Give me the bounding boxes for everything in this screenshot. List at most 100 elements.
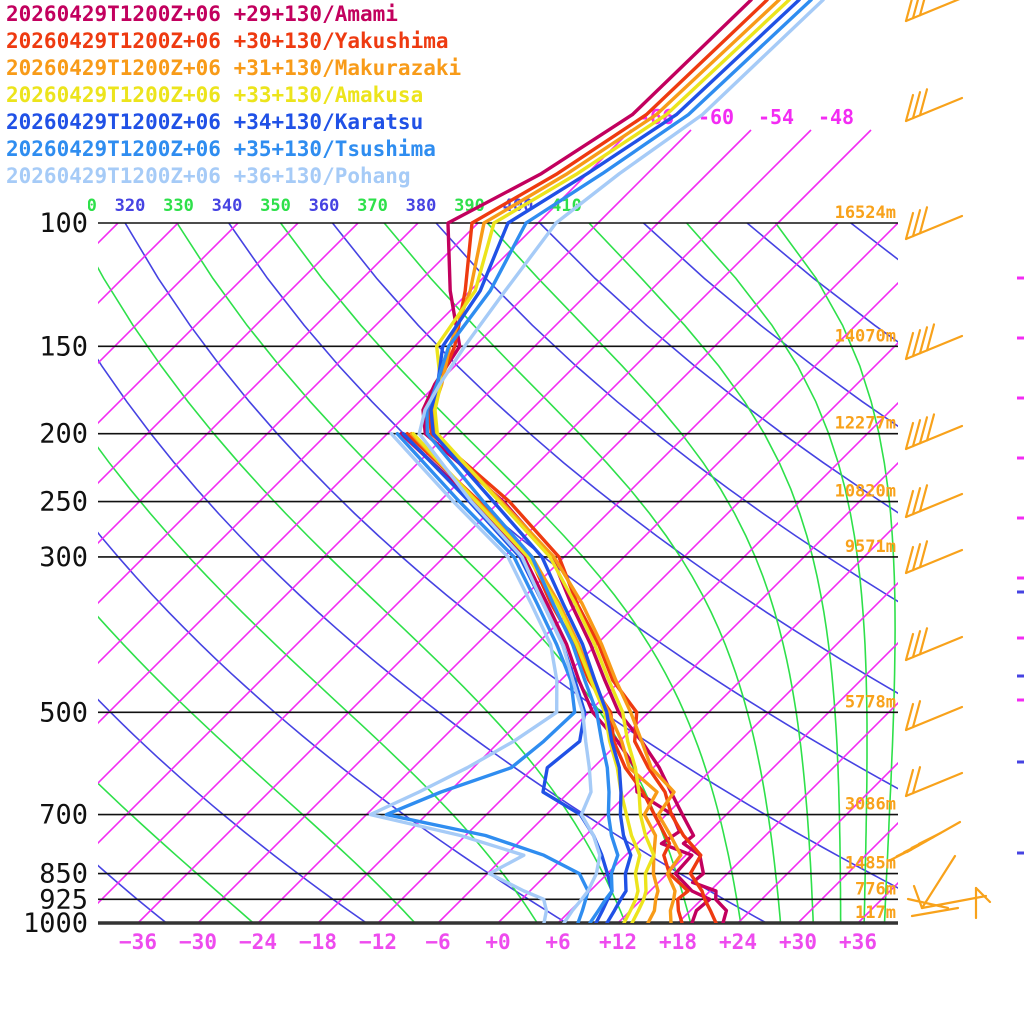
pressure-label: 200 bbox=[39, 419, 88, 450]
wind-barb-feather bbox=[918, 88, 929, 117]
moist-adiabat-label: 370 bbox=[357, 196, 388, 216]
sounding-temp-Karatsu bbox=[429, 0, 801, 923]
axes bbox=[98, 222, 898, 925]
sounding-dewpoint-Pohang bbox=[368, 432, 559, 923]
wind-barb-feather bbox=[911, 700, 922, 729]
moist-adiabat-label: 390 bbox=[454, 196, 485, 216]
pressure-label: 150 bbox=[39, 331, 88, 362]
isotherm bbox=[137, 223, 839, 923]
wind-barb-cluster-line bbox=[920, 854, 957, 910]
isotherm bbox=[377, 401, 898, 923]
sounding-legend: 20260429T1200Z+06 +29+130/Amami 20260429T… bbox=[6, 1, 461, 190]
wind-barb-feather bbox=[904, 0, 913, 23]
wind-barb-staff bbox=[904, 635, 964, 662]
upper-isotherm-label: -60 bbox=[698, 105, 734, 129]
pressure-label: 850 bbox=[39, 859, 88, 890]
wind-barb-feather bbox=[911, 91, 922, 120]
temperature-tick-label: −6 bbox=[425, 930, 450, 954]
legend-entry: 20260429T1200Z+06 +33+130/Amakusa bbox=[6, 83, 424, 107]
wind-barb-staff bbox=[904, 492, 964, 519]
isotherm bbox=[617, 641, 898, 923]
dry-adiabat-label: 340 bbox=[212, 196, 243, 216]
moist-adiabat-label: 310 bbox=[66, 196, 97, 216]
temperature-tick-label: −24 bbox=[239, 930, 277, 954]
height-label: 117m bbox=[855, 903, 896, 923]
isotherm bbox=[98, 223, 659, 785]
wind-barb-feather bbox=[911, 543, 922, 572]
wind-barb-staff bbox=[904, 548, 964, 575]
legend-entry: 20260429T1200Z+06 +31+130/Makurazaki bbox=[6, 56, 462, 80]
sounding-temp-Amakusa bbox=[433, 0, 791, 923]
dry-adiabat bbox=[124, 223, 898, 889]
dry-adiabat bbox=[228, 223, 898, 790]
upper-isotherm-label: -54 bbox=[758, 105, 794, 129]
moist-adiabat bbox=[279, 223, 742, 923]
wind-barb-cluster-line bbox=[974, 886, 992, 904]
legend-entry: 20260429T1200Z+06 +35+130/Tsushima bbox=[6, 137, 436, 161]
pressure-label: 925 bbox=[39, 884, 88, 915]
height-label: 776m bbox=[855, 879, 896, 899]
dry-adiabat bbox=[539, 223, 898, 514]
wind-barb-feather bbox=[904, 768, 915, 798]
wind-barb-feather bbox=[904, 632, 915, 662]
height-label: 3086m bbox=[845, 795, 896, 815]
moist-adiabat bbox=[98, 615, 417, 923]
isotherm bbox=[497, 521, 898, 923]
wind-barb-staff bbox=[904, 424, 964, 451]
isotherm bbox=[317, 341, 898, 923]
isotherm bbox=[257, 281, 898, 923]
dry-adiabat bbox=[98, 698, 368, 923]
pressure-label: 1000 bbox=[23, 908, 88, 939]
wind-barb-cluster-line bbox=[906, 897, 950, 910]
wind-barb-staff bbox=[904, 771, 964, 798]
temperature-tick-label: +36 bbox=[839, 930, 877, 954]
wind-barb-staff bbox=[904, 705, 964, 732]
height-label: 12277m bbox=[835, 414, 896, 434]
sounding-temp-Pohang bbox=[417, 0, 825, 923]
sounding-temp-Tsushima bbox=[425, 0, 813, 923]
wind-barb-feather bbox=[918, 326, 929, 355]
wind-barb-cluster-line bbox=[910, 906, 960, 918]
isotherm bbox=[98, 223, 299, 425]
wind-barb-feather bbox=[904, 702, 915, 732]
isotherm bbox=[98, 223, 419, 545]
wind-barb-feather bbox=[925, 323, 936, 352]
legend-entry: 20260429T1200Z+06 +29+130/Amami bbox=[6, 2, 398, 26]
legend-entry: 20260429T1200Z+06 +30+130/Yakushima bbox=[6, 29, 449, 53]
sounding-dewpoint-Makurazaki bbox=[409, 432, 660, 923]
wind-barb-feather bbox=[911, 209, 922, 238]
wind-barb-staff bbox=[904, 0, 961, 23]
wind-barb-feather bbox=[925, 413, 936, 442]
wind-barb-cluster-line bbox=[912, 884, 924, 910]
temperature-tick-label: +24 bbox=[719, 930, 757, 954]
isotherm bbox=[98, 223, 779, 905]
moist-adiabat bbox=[686, 223, 868, 923]
pressure-label: 500 bbox=[39, 697, 88, 728]
temperature-tick-label: +18 bbox=[659, 930, 697, 954]
wind-barb-feather bbox=[918, 0, 926, 17]
isotherm bbox=[98, 223, 179, 305]
soundings bbox=[368, 0, 825, 923]
isotherm bbox=[98, 223, 599, 725]
isotherm bbox=[437, 461, 898, 923]
pressure-label: 700 bbox=[39, 800, 88, 831]
temperature-tick-label: +0 bbox=[485, 930, 510, 954]
upper-isotherm-label: -48 bbox=[818, 105, 854, 129]
height-label: 5778m bbox=[845, 692, 896, 712]
wind-barb-feather bbox=[911, 0, 920, 20]
isotherm bbox=[797, 821, 898, 923]
dry-adiabat-label: 380 bbox=[406, 196, 437, 216]
temperature-tick-label: −12 bbox=[359, 930, 397, 954]
isotherm bbox=[98, 223, 539, 665]
dry-adiabat bbox=[435, 223, 898, 603]
wind-barb-feather bbox=[904, 421, 915, 451]
sounding-dewpoint-Amami bbox=[399, 432, 712, 923]
wind-barb-feather bbox=[911, 487, 922, 516]
sounding-temp-Yakushima bbox=[427, 0, 769, 923]
temperature-tick-label: −36 bbox=[119, 930, 157, 954]
wind-barb-feather bbox=[917, 831, 943, 845]
legend-entry: 20260429T1200Z+06 +34+130/Karatsu bbox=[6, 110, 424, 134]
